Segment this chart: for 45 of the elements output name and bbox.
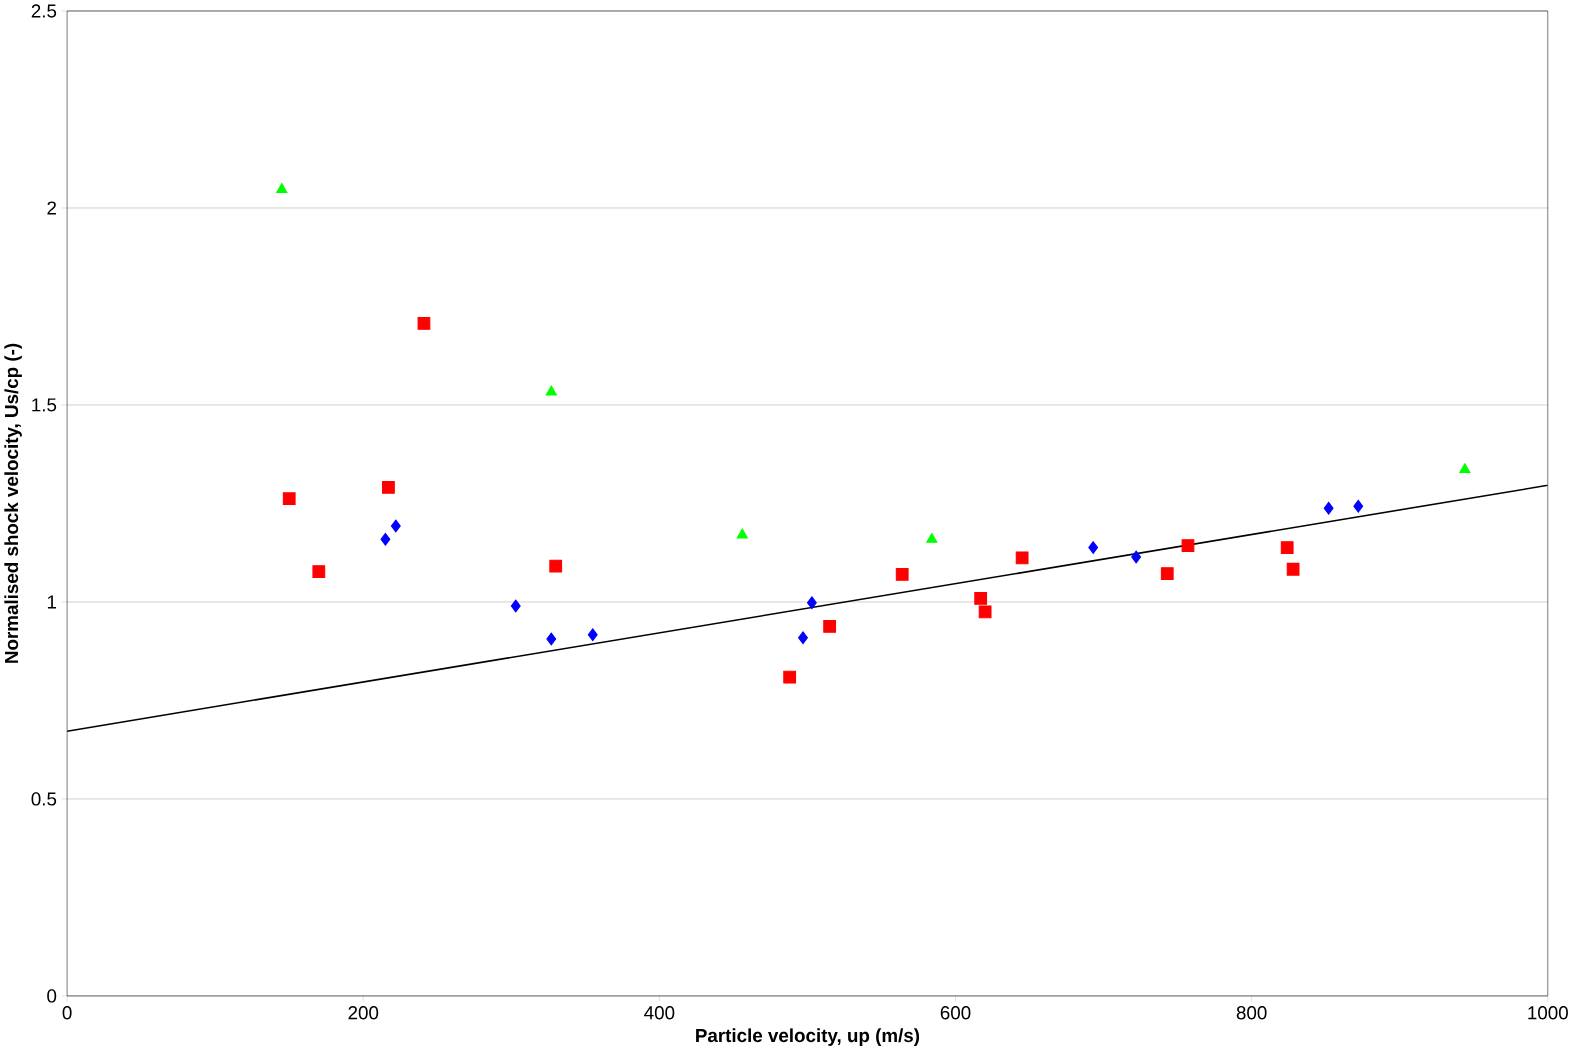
point bbox=[823, 619, 837, 633]
point bbox=[282, 492, 296, 506]
point bbox=[1160, 567, 1174, 580]
y-tick-label: 2.5 bbox=[31, 4, 57, 18]
y-tick-label: 2 bbox=[47, 201, 56, 215]
point bbox=[546, 632, 557, 646]
point bbox=[1131, 550, 1142, 564]
point bbox=[798, 631, 808, 645]
x-tick-label: 200 bbox=[348, 1006, 379, 1020]
point bbox=[1181, 539, 1195, 552]
point bbox=[1088, 541, 1099, 554]
point bbox=[783, 670, 797, 684]
point bbox=[510, 599, 521, 613]
point bbox=[390, 519, 401, 533]
point bbox=[1459, 463, 1471, 473]
point bbox=[974, 591, 988, 605]
x-tick-label: 600 bbox=[940, 1006, 971, 1020]
x-tick-label: 800 bbox=[1236, 1006, 1267, 1020]
point bbox=[380, 532, 391, 546]
point bbox=[926, 532, 938, 543]
point bbox=[1286, 562, 1300, 576]
point bbox=[736, 528, 748, 539]
point bbox=[1015, 551, 1029, 565]
x-tick-label: 400 bbox=[644, 1006, 675, 1020]
x-tick-label: 1000 bbox=[1528, 1006, 1568, 1020]
y-tick-label: 0 bbox=[47, 989, 57, 1003]
y-axis-title: Normalised shock velocity, Us/cp (-) bbox=[4, 343, 22, 663]
point bbox=[1353, 499, 1364, 513]
point bbox=[978, 605, 992, 619]
point bbox=[417, 316, 431, 330]
point bbox=[382, 480, 395, 494]
point bbox=[545, 385, 557, 396]
point bbox=[312, 565, 326, 578]
point bbox=[276, 182, 288, 193]
y-tick-label: 1 bbox=[47, 595, 57, 609]
point bbox=[549, 559, 563, 573]
x-axis-title: Particle velocity, up (m/s) bbox=[696, 1028, 920, 1046]
point bbox=[587, 628, 598, 641]
point bbox=[1280, 541, 1294, 554]
point bbox=[895, 567, 909, 581]
point bbox=[1323, 501, 1334, 515]
point bbox=[806, 596, 817, 610]
y-tick-label: 1.5 bbox=[32, 398, 57, 412]
y-tick-label: 0.5 bbox=[31, 792, 57, 806]
x-tick-label: 0 bbox=[62, 1006, 72, 1020]
